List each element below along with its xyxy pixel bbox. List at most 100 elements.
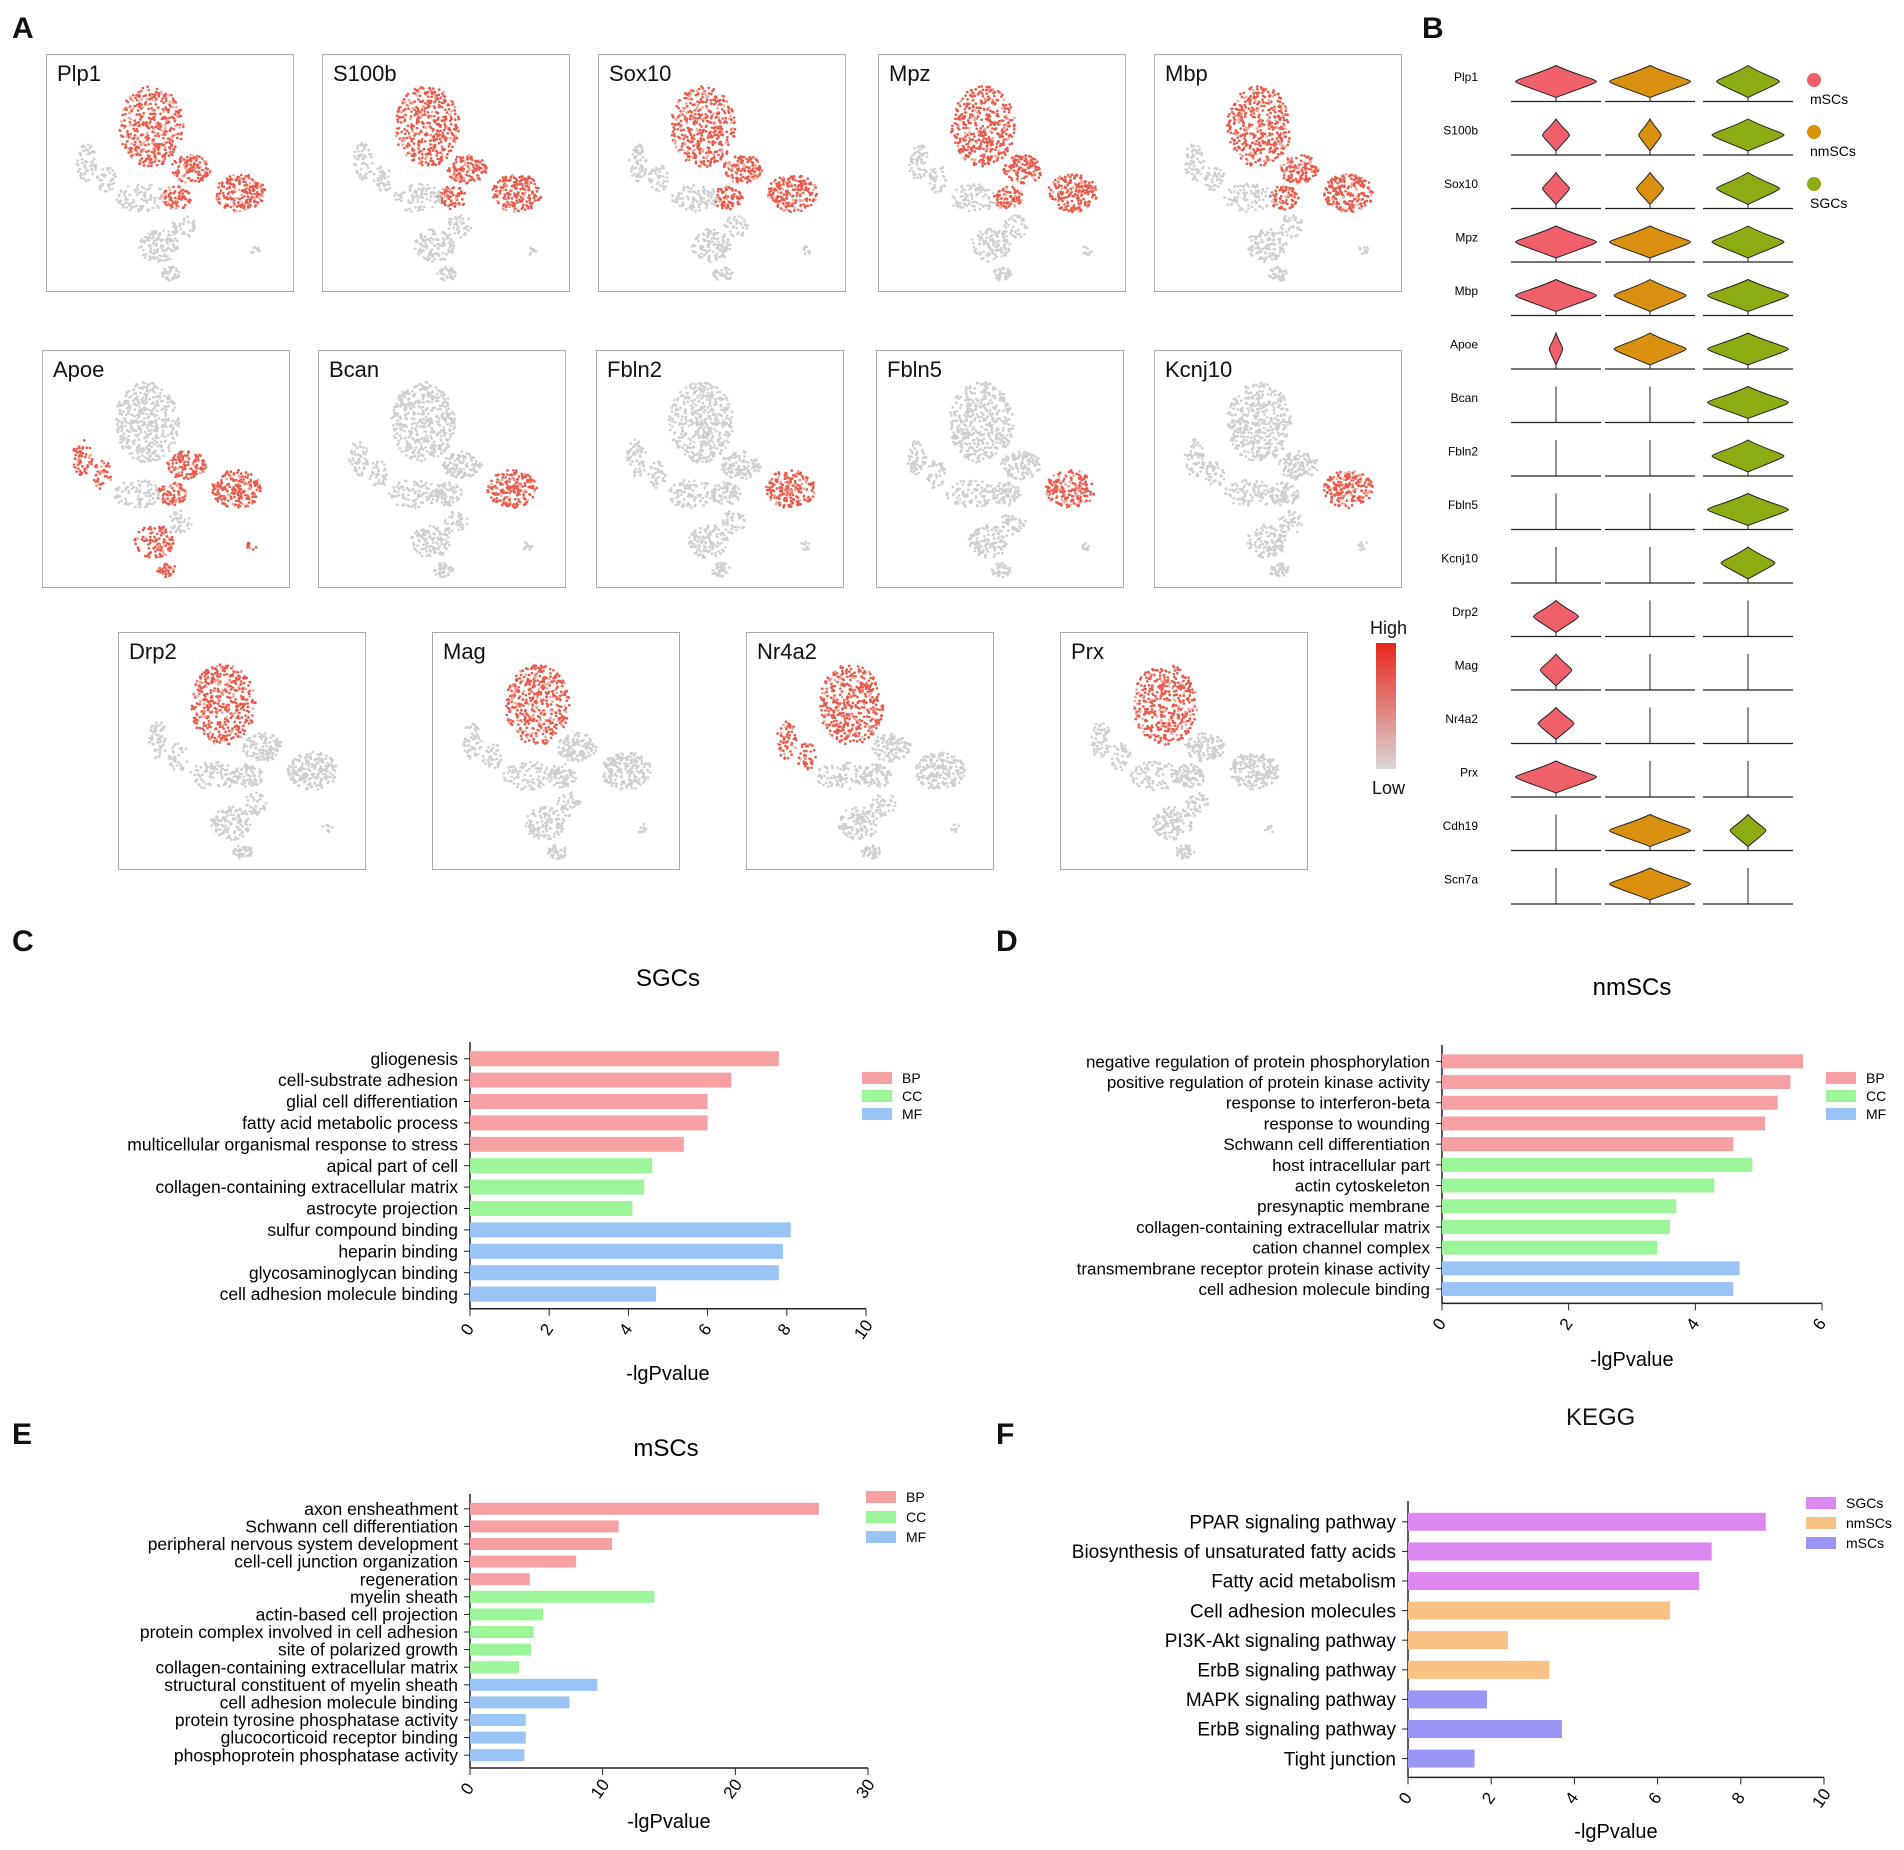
bar	[470, 1115, 708, 1131]
umap-scatter	[908, 85, 1098, 282]
bar-category-label: host intracellular part	[1272, 1156, 1430, 1175]
bar	[470, 1538, 612, 1550]
bar-category-label: peripheral nervous system development	[148, 1534, 458, 1554]
bar	[470, 1626, 534, 1638]
bar-category-label: glucocorticoid receptor binding	[221, 1728, 458, 1748]
umap-tile: Mag	[432, 632, 680, 870]
umap-gene-label: Drp2	[129, 639, 177, 664]
violin-gene-label: Mbp	[1455, 284, 1479, 298]
bar	[470, 1520, 619, 1533]
bar	[470, 1072, 732, 1088]
bar-category-label: axon ensheathment	[304, 1499, 458, 1519]
bar	[1442, 1282, 1734, 1297]
bar	[470, 1243, 783, 1259]
bar	[470, 1201, 633, 1216]
legend-swatch	[866, 1511, 896, 1523]
legend-label: mSCs	[1846, 1535, 1884, 1551]
bar	[1442, 1219, 1670, 1234]
umap-gene-label: Plp1	[57, 61, 102, 86]
bar-category-label: Tight junction	[1284, 1749, 1396, 1770]
violin-shape	[1711, 439, 1785, 473]
legend-label: BP	[902, 1070, 921, 1086]
bar-category-label: response to wounding	[1264, 1114, 1430, 1133]
bar	[470, 1661, 520, 1674]
panel-label-c: C	[12, 925, 34, 958]
umap-scatter	[352, 86, 543, 282]
x-tick-label: 4	[1682, 1315, 1703, 1334]
legend-swatch	[862, 1090, 892, 1102]
bar-category-label: fatty acid metabolic process	[242, 1113, 458, 1133]
umap-tile: Kcnj10	[1154, 350, 1402, 588]
umap-scatter	[1183, 381, 1374, 578]
bar	[470, 1222, 791, 1238]
bar-category-label: glial cell differentiation	[286, 1092, 458, 1112]
violin-shape	[1635, 171, 1665, 206]
legend-swatch	[1826, 1108, 1856, 1120]
bar-category-label: heparin binding	[338, 1241, 458, 1261]
bar	[470, 1265, 779, 1281]
violin-shape	[1638, 117, 1662, 152]
bar-category-label: PI3K-Akt signaling pathway	[1165, 1631, 1397, 1652]
chart-title: mSCs	[633, 1435, 698, 1462]
umap-tile: Prx	[1060, 632, 1308, 870]
bar	[470, 1608, 543, 1621]
x-tick-label: 10	[587, 1776, 613, 1802]
bar	[470, 1573, 530, 1586]
umap-tile: Sox10	[598, 54, 846, 292]
bar-category-label: ErbB signaling pathway	[1197, 1720, 1396, 1741]
umap-scatter	[75, 85, 267, 282]
umap-gene-label: Prx	[1071, 639, 1104, 664]
violin-shape	[1715, 171, 1781, 206]
violin-shape	[1537, 706, 1575, 741]
bar	[1408, 1512, 1766, 1531]
bar	[470, 1643, 532, 1656]
x-tick-label: 4	[1561, 1789, 1582, 1808]
bar	[1408, 1631, 1508, 1650]
umap-tile: Fbln5	[876, 350, 1124, 588]
bar	[470, 1286, 657, 1302]
umap-gene-label: Mag	[443, 639, 486, 664]
x-tick-label: 0	[457, 1320, 478, 1339]
legend-label: SGCs	[1846, 1495, 1883, 1511]
bar	[470, 1749, 525, 1762]
x-tick-label: 8	[1728, 1789, 1749, 1808]
violin-gene-label: Prx	[1460, 765, 1478, 779]
bar	[1442, 1240, 1658, 1255]
legend-swatch	[866, 1491, 896, 1503]
panel-label-a: A	[12, 12, 34, 45]
kegg-title: KEGG	[1566, 1404, 1636, 1431]
bar-category-label: ErbB signaling pathway	[1197, 1660, 1396, 1681]
bar-category-label: collagen-containing extracellular matrix	[155, 1657, 458, 1677]
violin-gene-label: Apoe	[1450, 337, 1478, 351]
legend-swatch	[1806, 1497, 1836, 1509]
x-tick-label: 0	[1395, 1789, 1416, 1808]
chart-title: nmSCs	[1593, 974, 1672, 1001]
bar-category-label: Biosynthesis of unsaturated fatty acids	[1072, 1542, 1396, 1563]
umap-scatter	[1090, 664, 1280, 860]
legend-label: MF	[902, 1106, 922, 1122]
legend-label: MF	[906, 1529, 926, 1545]
x-tick-label: 4	[615, 1320, 636, 1339]
violin-shape	[1613, 332, 1687, 366]
bar	[1408, 1660, 1550, 1679]
legend-swatch	[1806, 1537, 1836, 1549]
violin-legend-label: mSCs	[1810, 91, 1848, 107]
x-tick-label: 0	[457, 1780, 478, 1799]
bar	[1408, 1572, 1700, 1590]
bar-category-label: Schwann cell differentiation	[245, 1517, 458, 1537]
umap-scatter	[627, 85, 819, 281]
violin-shape	[1539, 653, 1573, 687]
panel-d-nmsc-go-chart: nmSCs negative regulation of protein phos…	[1077, 974, 1887, 1371]
violin-gene-label: Mpz	[1455, 230, 1478, 244]
umap-tile: Mbp	[1154, 54, 1402, 292]
x-tick-label: 6	[1809, 1315, 1830, 1334]
bar	[470, 1051, 779, 1067]
bar-category-label: cell adhesion molecule binding	[220, 1693, 458, 1713]
violin-shape	[1706, 385, 1790, 420]
umap-tile: Bcan	[318, 350, 566, 588]
x-tick-label: 2	[1556, 1315, 1577, 1334]
violin-shape	[1608, 813, 1692, 848]
legend-swatch	[862, 1072, 892, 1084]
